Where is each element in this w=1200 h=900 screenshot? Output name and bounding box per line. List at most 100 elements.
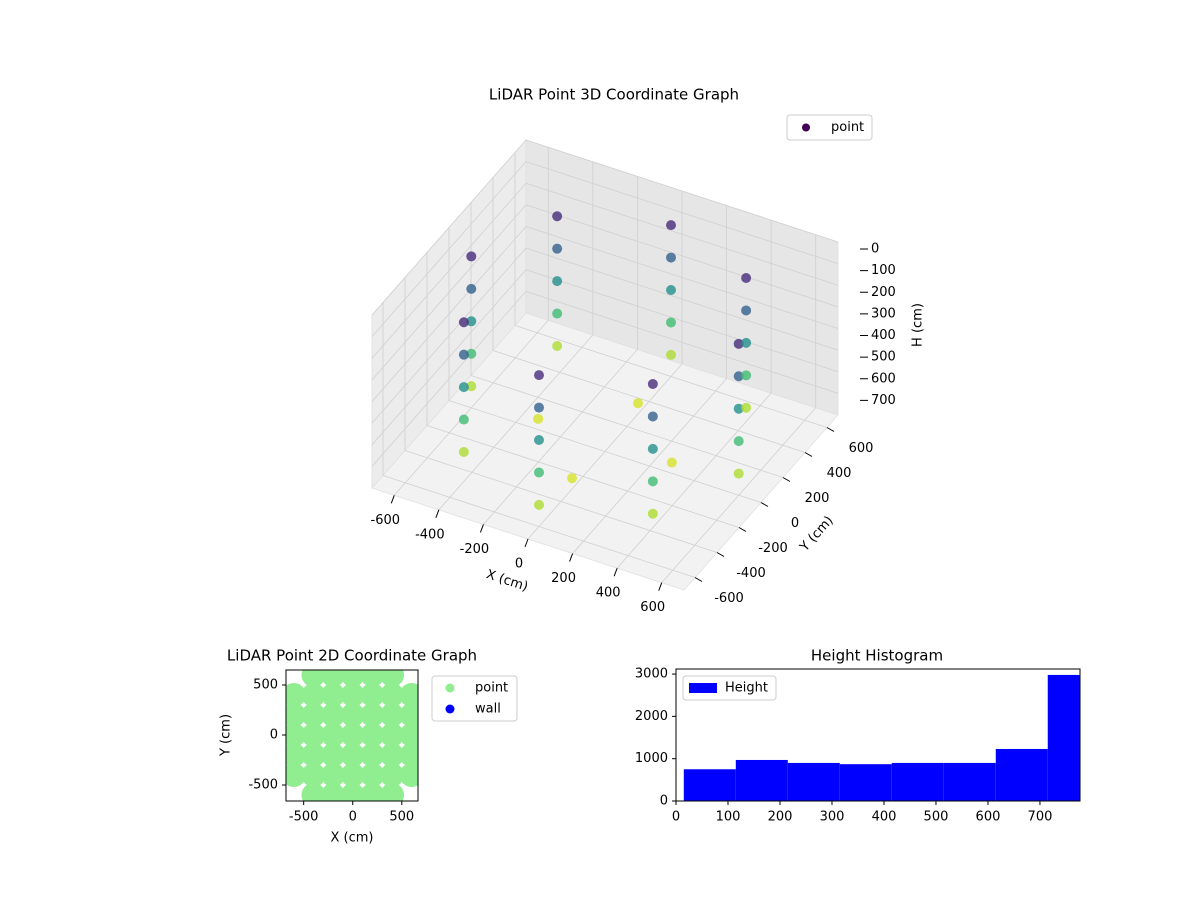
grid-line	[371, 269, 527, 446]
bar	[1047, 674, 1080, 801]
tick-mark	[782, 477, 791, 482]
grid-line	[371, 182, 527, 359]
bar	[787, 762, 840, 801]
point	[552, 340, 563, 351]
point	[286, 743, 306, 767]
bar	[683, 769, 736, 801]
z-tick-label: 600	[871, 371, 896, 386]
tick-mark	[760, 502, 769, 507]
point	[733, 371, 744, 382]
point	[360, 723, 385, 747]
z-tick-label: 400	[871, 328, 896, 343]
point	[741, 370, 752, 381]
point	[301, 763, 326, 787]
x-tick-label: -500	[289, 810, 319, 825]
point	[741, 402, 752, 413]
point	[286, 683, 306, 707]
y-tick-label: 0	[270, 728, 278, 743]
y-tick-label: 0	[791, 516, 799, 531]
point	[340, 703, 365, 727]
point	[379, 743, 404, 767]
point	[399, 683, 418, 707]
point	[301, 723, 326, 747]
x-tick-label: 0	[349, 810, 357, 825]
plot-area	[286, 670, 418, 801]
x-tick-label: 500	[924, 810, 949, 825]
grid-line	[514, 325, 828, 428]
point	[733, 403, 744, 414]
x-tick-label: 0	[515, 557, 523, 572]
grid-line	[426, 425, 740, 528]
grid-line	[382, 475, 696, 578]
point	[360, 783, 385, 801]
point	[340, 683, 365, 707]
grid-line	[470, 375, 784, 478]
grid-line	[371, 247, 527, 424]
y-axis-label: Y (cm)	[219, 714, 234, 757]
y-tick-label: -400	[736, 566, 766, 581]
point	[379, 763, 404, 787]
y-tick-label: 500	[253, 678, 278, 693]
grid-line	[525, 204, 839, 308]
point	[466, 251, 477, 262]
point	[360, 743, 385, 767]
x-tick-label: 100	[716, 810, 741, 825]
point	[741, 337, 752, 348]
point	[321, 683, 346, 707]
y-tick-label: 400	[827, 466, 852, 481]
point	[666, 252, 676, 263]
z-tick-label: 300	[871, 306, 896, 321]
point	[340, 763, 365, 787]
chart-title: Height Histogram	[811, 647, 943, 665]
point	[458, 349, 469, 360]
point	[301, 670, 326, 687]
x-tick-label: -200	[460, 542, 490, 557]
point	[647, 379, 658, 390]
x-tick-label: 0	[672, 810, 680, 825]
bar	[943, 762, 996, 801]
grid-line	[492, 350, 806, 453]
tick-mark	[435, 509, 440, 519]
point	[666, 457, 677, 468]
point	[301, 683, 326, 707]
point	[666, 317, 676, 328]
point	[399, 763, 418, 787]
point	[633, 398, 643, 409]
point	[741, 273, 752, 284]
y-tick-label: -600	[714, 591, 744, 606]
point	[301, 743, 326, 767]
x-tick-label: 500	[389, 810, 414, 825]
point	[360, 703, 385, 727]
point	[533, 413, 544, 424]
grid-line	[525, 247, 839, 351]
legend-box	[786, 114, 873, 141]
point	[379, 703, 404, 727]
x-axis-label: X (cm)	[331, 831, 374, 846]
axes-frame	[675, 668, 1081, 802]
bar	[735, 759, 788, 801]
tick-mark	[479, 524, 484, 533]
grid-line	[525, 226, 839, 329]
point	[733, 436, 744, 447]
point	[666, 349, 676, 360]
tick-mark	[826, 427, 835, 432]
tick-mark	[390, 495, 395, 504]
chart-title: LiDAR Point 2D Coordinate Graph	[227, 647, 477, 665]
point	[458, 414, 469, 425]
bar	[839, 764, 892, 801]
point	[379, 783, 404, 801]
x-tick-label: -400	[415, 527, 445, 542]
point	[733, 468, 744, 479]
point	[647, 508, 658, 519]
point	[647, 443, 658, 454]
y-axis-label: Y (cm)	[797, 513, 837, 555]
point	[552, 243, 563, 254]
point	[301, 703, 326, 727]
point	[379, 670, 404, 687]
grid-line	[371, 139, 527, 316]
legend-label: point	[475, 681, 508, 696]
grid-line	[525, 290, 839, 394]
tick-mark	[658, 582, 663, 591]
y-tick-label: 0	[660, 794, 668, 809]
